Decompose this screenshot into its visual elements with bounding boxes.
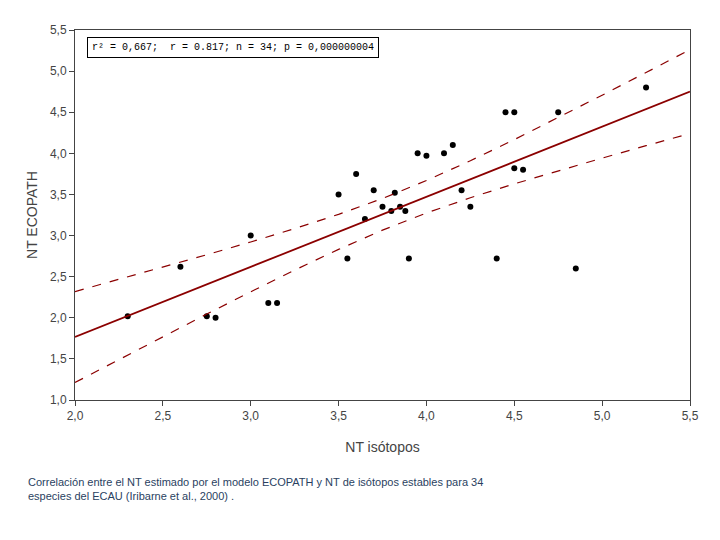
svg-text:r² = 0,667; r = 0.817; n = 34: r² = 0,667; r = 0.817; n = 34; p = 0,000… bbox=[92, 42, 374, 53]
svg-text:2,0: 2,0 bbox=[67, 409, 84, 423]
svg-text:3,5: 3,5 bbox=[330, 409, 347, 423]
svg-text:3,5: 3,5 bbox=[50, 188, 67, 202]
svg-text:5,5: 5,5 bbox=[682, 409, 699, 423]
svg-text:1,0: 1,0 bbox=[50, 393, 67, 407]
svg-text:4,0: 4,0 bbox=[418, 409, 435, 423]
svg-text:4,5: 4,5 bbox=[50, 105, 67, 119]
svg-text:5,0: 5,0 bbox=[50, 64, 67, 78]
svg-text:Correlación entre el NT estima: Correlación entre el NT estimado por el … bbox=[28, 476, 483, 502]
svg-text:3,0: 3,0 bbox=[242, 409, 259, 423]
svg-text:1,5: 1,5 bbox=[50, 352, 67, 366]
svg-text:4,5: 4,5 bbox=[506, 409, 523, 423]
svg-text:2,0: 2,0 bbox=[50, 311, 67, 325]
svg-text:4,0: 4,0 bbox=[50, 147, 67, 161]
svg-text:2,5: 2,5 bbox=[50, 270, 67, 284]
svg-text:NT isótopos: NT isótopos bbox=[345, 439, 419, 455]
svg-text:5,5: 5,5 bbox=[50, 23, 67, 37]
svg-text:NT ECOPATH: NT ECOPATH bbox=[24, 171, 40, 259]
svg-text:5,0: 5,0 bbox=[594, 409, 611, 423]
svg-text:2,5: 2,5 bbox=[155, 409, 172, 423]
svg-text:3,0: 3,0 bbox=[50, 229, 67, 243]
